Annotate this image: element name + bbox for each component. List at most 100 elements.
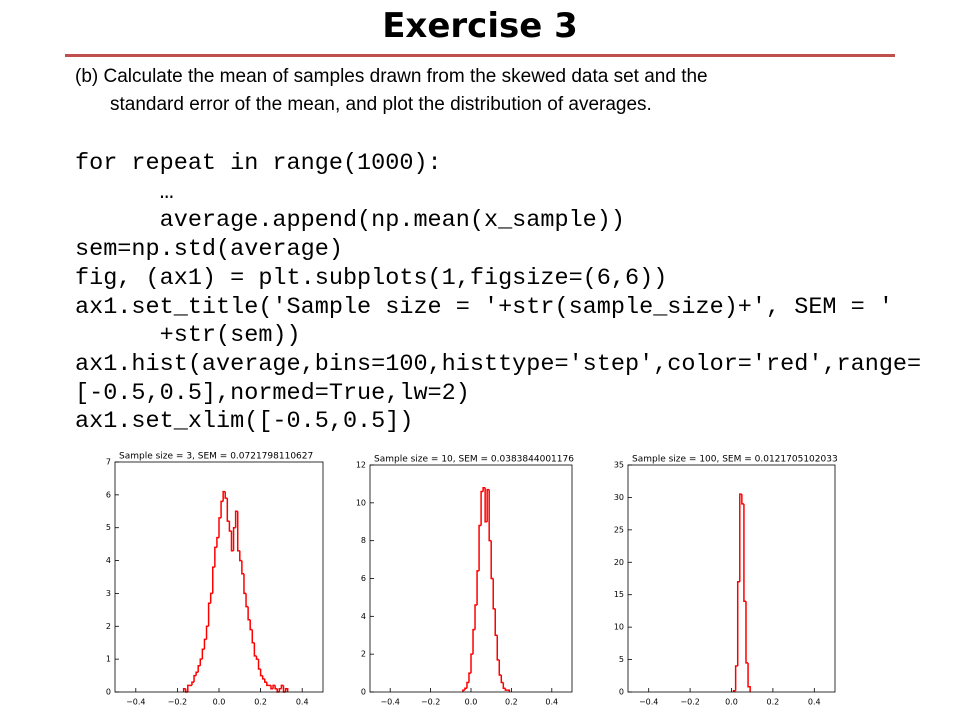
- x-tick-label: −0.4: [380, 698, 399, 707]
- hist-step: [224, 491, 228, 499]
- code-line: ax1.set_xlim([-0.5,0.5]): [75, 408, 414, 436]
- y-tick-label: 25: [614, 525, 624, 534]
- hist-step: [743, 503, 746, 602]
- hist-step: [259, 669, 263, 677]
- hist-step: [504, 688, 508, 691]
- hist-step: [466, 681, 469, 689]
- y-tick-label: 2: [106, 622, 111, 631]
- paragraph-line: (b) Calculate the mean of samples drawn …: [75, 66, 708, 87]
- hist-step: [741, 494, 744, 505]
- hist-step: [236, 511, 240, 552]
- axes-frame: [369, 464, 573, 693]
- slide-title: Exercise 3: [382, 6, 578, 46]
- hist-step: [500, 674, 504, 684]
- hist-step: [278, 687, 282, 692]
- y-tick-label: 7: [106, 458, 111, 467]
- hist-step: [207, 602, 211, 627]
- hist-step: [209, 592, 213, 604]
- hist-step: [239, 550, 242, 562]
- hist-step: [222, 490, 226, 502]
- hist-step: [476, 570, 480, 605]
- y-tick-label: 3: [106, 589, 111, 598]
- hist-step: [478, 524, 482, 571]
- code-line: …: [75, 178, 174, 206]
- hist-step: [253, 642, 257, 657]
- hist-step: [284, 687, 289, 692]
- hist-step: [498, 659, 502, 676]
- hist-step: [274, 685, 278, 690]
- hist-step: [199, 658, 203, 666]
- code-line: ax1.set_title('Sample size = '+str(sampl…: [75, 293, 893, 321]
- code-line: fig, (ax1) = plt.subplots(1,figsize=(6,6…: [75, 264, 668, 292]
- code-line: +str(sem)): [75, 322, 301, 350]
- chart-title: Sample size = 100, SEM = 0.0121705102033: [632, 455, 838, 465]
- hist-step: [468, 672, 471, 683]
- hist-step: [226, 498, 230, 522]
- axes-frame: [114, 461, 324, 693]
- hist-step: [218, 517, 222, 538]
- y-tick-label: 2: [361, 650, 366, 659]
- hist-step: [492, 578, 496, 610]
- y-tick-label: 12: [356, 461, 366, 470]
- y-tick-label: 0: [619, 688, 624, 697]
- y-tick-label: 10: [614, 623, 624, 632]
- x-tick-label: 0.0: [465, 698, 478, 707]
- hist-step: [734, 665, 738, 691]
- hist-step: [197, 664, 201, 673]
- hist-step: [193, 674, 197, 683]
- y-tick-label: 4: [106, 556, 111, 565]
- y-tick-label: 6: [106, 490, 111, 499]
- y-tick-label: 15: [614, 590, 624, 599]
- code-line: average.append(np.mean(x_sample)): [75, 207, 625, 235]
- hist-step: [255, 655, 259, 660]
- y-tick-label: 30: [614, 493, 624, 502]
- hist-step: [480, 490, 484, 526]
- y-tick-label: 35: [614, 461, 624, 470]
- hist-step: [249, 619, 253, 631]
- hist-step: [182, 687, 186, 692]
- x-tick-label: 0.2: [254, 698, 267, 707]
- hist-step: [266, 682, 269, 687]
- hist-step: [464, 687, 467, 691]
- hist-step: [187, 684, 190, 692]
- hist-step: [201, 648, 205, 660]
- hist-step: [232, 526, 236, 551]
- hist-step: [212, 566, 215, 594]
- hist-step: [494, 608, 498, 636]
- x-tick-label: −0.2: [168, 698, 187, 707]
- hist-step: [245, 593, 249, 608]
- x-tick-label: 0.0: [725, 698, 738, 707]
- y-tick-label: 0: [361, 688, 366, 697]
- hist-step: [490, 540, 494, 580]
- hist-step: [220, 500, 224, 518]
- hist-step: [191, 681, 195, 686]
- hist-step: [257, 659, 261, 670]
- paragraph-line: standard error of the mean, and plot the…: [110, 94, 652, 115]
- y-tick-label: 4: [361, 612, 366, 621]
- hist-step: [214, 546, 217, 568]
- code-line: ax1.hist(average,bins=100,histtype='step…: [75, 350, 922, 378]
- x-tick-label: 0.4: [545, 698, 558, 707]
- code-line: [-0.5,0.5],normed=True,lw=2): [75, 379, 470, 407]
- hist-step: [264, 678, 267, 683]
- x-tick-label: 0.2: [767, 698, 780, 707]
- hist-step: [747, 662, 751, 692]
- code-line: sem=np.std(average): [75, 236, 343, 264]
- hist-step: [507, 689, 511, 692]
- hist-step: [502, 682, 506, 689]
- y-tick-label: 8: [361, 536, 366, 545]
- x-tick-label: 0.4: [808, 698, 821, 707]
- hist-step: [472, 628, 476, 655]
- y-tick-label: 0: [106, 688, 111, 697]
- hist-step: [261, 675, 265, 680]
- y-tick-label: 5: [619, 655, 624, 664]
- hist-step: [745, 601, 749, 664]
- hist-step: [739, 493, 742, 582]
- hist-step: [474, 604, 478, 630]
- code-line: for repeat in range(1000):: [75, 150, 442, 177]
- hist-step: [736, 580, 740, 667]
- hist-step: [251, 629, 255, 644]
- hist-step: [732, 689, 736, 692]
